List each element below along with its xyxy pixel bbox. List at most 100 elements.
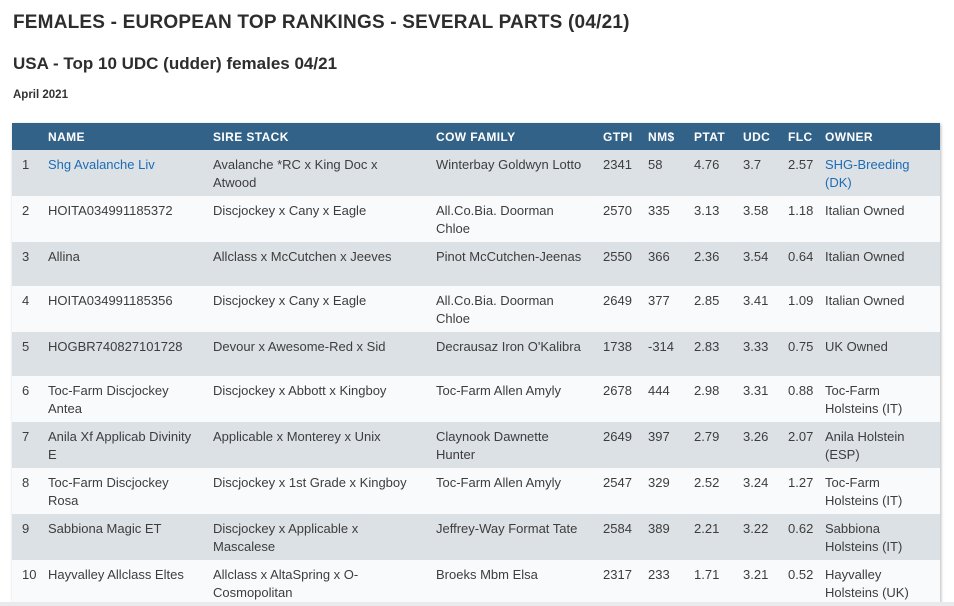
cow-family-cell: Decrausaz Iron O'Kalibra [428, 332, 595, 377]
col-header-nm: NM$ [640, 123, 686, 151]
table-row: 10 Hayvalley Allclass Eltes Allclass x A… [12, 560, 940, 606]
name-cell: Hayvalley Allclass Eltes [40, 560, 205, 606]
name-cell: HOGBR740827101728 [40, 332, 205, 377]
rankings-table: NAME SIRE STACK COW FAMILY GTPI NM$ PTAT… [12, 123, 940, 606]
table-row: 6 Toc-Farm Discjockey Antea Discjockey x… [12, 376, 940, 423]
ptat-cell: 2.83 [686, 332, 735, 377]
flc-cell: 2.57 [780, 150, 817, 197]
flc-cell: 0.75 [780, 332, 817, 377]
ptat-cell: 3.13 [686, 196, 735, 243]
udc-cell: 3.31 [735, 376, 780, 423]
date-label: April 2021 [13, 89, 68, 102]
flc-cell: 0.52 [780, 560, 817, 606]
nm-cell: 377 [640, 286, 686, 333]
gtpi-cell: 2317 [595, 560, 640, 606]
name-cell: Toc-Farm Discjockey Rosa [40, 468, 205, 515]
col-header-gtpi: GTPI [595, 123, 640, 151]
col-header-flc: FLC [780, 123, 817, 151]
name-cell: Sabbiona Magic ET [40, 514, 205, 561]
nm-cell: 329 [640, 468, 686, 515]
udc-cell: 3.24 [735, 468, 780, 515]
sire-stack-cell: Discjockey x 1st Grade x Kingboy [205, 468, 428, 515]
rank-cell: 2 [12, 196, 40, 243]
table-row: 3 Allina Allclass x McCutchen x Jeeves P… [12, 242, 940, 287]
table-row: 9 Sabbiona Magic ET Discjockey x Applica… [12, 514, 940, 561]
gtpi-cell: 2570 [595, 196, 640, 243]
sire-stack-cell: Devour x Awesome-Red x Sid [205, 332, 428, 377]
sire-stack-cell: Allclass x McCutchen x Jeeves [205, 242, 428, 287]
rank-cell: 9 [12, 514, 40, 561]
page-subtitle: USA - Top 10 UDC (udder) females 04/21 [13, 53, 338, 73]
sire-stack-cell: Avalanche *RC x King Doc x Atwood [205, 150, 428, 197]
cow-family-cell: All.Co.Bia. Doorman Chloe [428, 196, 595, 243]
rank-cell: 6 [12, 376, 40, 423]
name-link[interactable]: Shg Avalanche Liv [40, 150, 205, 197]
flc-cell: 0.64 [780, 242, 817, 287]
cow-family-cell: Broeks Mbm Elsa [428, 560, 595, 606]
owner-link[interactable]: SHG-Breeding (DK) [817, 150, 940, 197]
table-body: 1 Shg Avalanche Liv Avalanche *RC x King… [12, 150, 940, 606]
gtpi-cell: 2584 [595, 514, 640, 561]
udc-cell: 3.22 [735, 514, 780, 561]
flc-cell: 1.09 [780, 286, 817, 333]
name-cell: HOITA034991185372 [40, 196, 205, 243]
udc-cell: 3.26 [735, 422, 780, 469]
ptat-cell: 1.71 [686, 560, 735, 606]
cow-family-cell: Winterbay Goldwyn Lotto [428, 150, 595, 197]
page-bottom-strip [0, 602, 954, 606]
cow-family-cell: Claynook Dawnette Hunter [428, 422, 595, 469]
ptat-cell: 4.76 [686, 150, 735, 197]
col-header-name: NAME [40, 123, 205, 151]
owner-cell: Anila Holstein (ESP) [817, 422, 940, 469]
udc-cell: 3.54 [735, 242, 780, 287]
table-row: 7 Anila Xf Applicab Divinity E Applicabl… [12, 422, 940, 469]
gtpi-cell: 2649 [595, 286, 640, 333]
ptat-cell: 2.21 [686, 514, 735, 561]
col-header-rank [12, 123, 40, 151]
rank-cell: 1 [12, 150, 40, 197]
flc-cell: 2.07 [780, 422, 817, 469]
name-cell: Allina [40, 242, 205, 287]
table-row: 8 Toc-Farm Discjockey Rosa Discjockey x … [12, 468, 940, 515]
nm-cell: 335 [640, 196, 686, 243]
page-title: FEMALES - EUROPEAN TOP RANKINGS - SEVERA… [13, 12, 630, 33]
owner-cell: Toc-Farm Holsteins (IT) [817, 376, 940, 423]
name-cell: HOITA034991185356 [40, 286, 205, 333]
rank-cell: 8 [12, 468, 40, 515]
nm-cell: 397 [640, 422, 686, 469]
udc-cell: 3.58 [735, 196, 780, 243]
rank-cell: 7 [12, 422, 40, 469]
sire-stack-cell: Discjockey x Cany x Eagle [205, 286, 428, 333]
name-cell: Anila Xf Applicab Divinity E [40, 422, 205, 469]
table-row: 4 HOITA034991185356 Discjockey x Cany x … [12, 286, 940, 333]
col-header-owner: OWNER [817, 123, 940, 151]
owner-cell: Italian Owned [817, 242, 940, 287]
sire-stack-cell: Applicable x Monterey x Unix [205, 422, 428, 469]
ptat-cell: 2.52 [686, 468, 735, 515]
name-cell: Toc-Farm Discjockey Antea [40, 376, 205, 423]
nm-cell: -314 [640, 332, 686, 377]
owner-cell: Hayvalley Holsteins (UK) [817, 560, 940, 606]
col-header-cow-family: COW FAMILY [428, 123, 595, 151]
udc-cell: 3.33 [735, 332, 780, 377]
ptat-cell: 2.79 [686, 422, 735, 469]
nm-cell: 366 [640, 242, 686, 287]
rank-cell: 4 [12, 286, 40, 333]
nm-cell: 233 [640, 560, 686, 606]
owner-cell: UK Owned [817, 332, 940, 377]
col-header-sire-stack: SIRE STACK [205, 123, 428, 151]
rank-cell: 5 [12, 332, 40, 377]
rank-cell: 3 [12, 242, 40, 287]
gtpi-cell: 2547 [595, 468, 640, 515]
rank-cell: 10 [12, 560, 40, 606]
cow-family-cell: Jeffrey-Way Format Tate [428, 514, 595, 561]
sire-stack-cell: Discjockey x Abbott x Kingboy [205, 376, 428, 423]
udc-cell: 3.7 [735, 150, 780, 197]
col-header-ptat: PTAT [686, 123, 735, 151]
nm-cell: 444 [640, 376, 686, 423]
table-row: 2 HOITA034991185372 Discjockey x Cany x … [12, 196, 940, 243]
table-row: 1 Shg Avalanche Liv Avalanche *RC x King… [12, 150, 940, 197]
flc-cell: 1.18 [780, 196, 817, 243]
ptat-cell: 2.98 [686, 376, 735, 423]
owner-cell: Italian Owned [817, 286, 940, 333]
